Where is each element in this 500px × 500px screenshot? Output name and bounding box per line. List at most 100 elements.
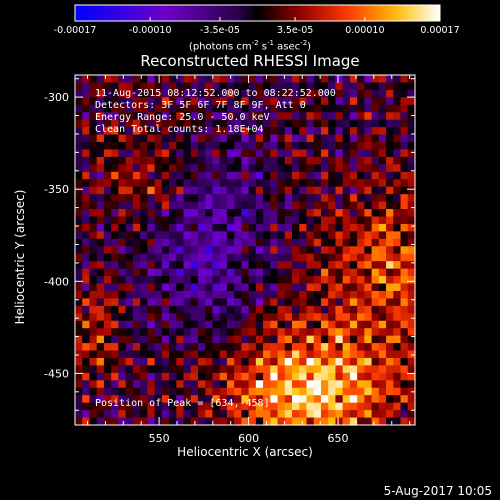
heatmap-cell [393, 156, 402, 165]
heatmap-cell [111, 335, 119, 344]
heatmap-cell [371, 223, 380, 232]
heatmap-cell [75, 276, 83, 285]
heatmap-cell [277, 253, 286, 262]
heatmap-cell [320, 268, 329, 277]
heatmap-cell [342, 179, 351, 188]
heatmap-cell [263, 142, 271, 151]
heatmap-cell [125, 328, 134, 337]
heatmap-cell [407, 112, 416, 121]
heatmap-cell [263, 365, 271, 374]
heatmap-cell [82, 276, 91, 285]
heatmap-cell [306, 380, 315, 389]
heatmap-cell [255, 119, 264, 128]
heatmap-cell [125, 194, 134, 203]
heatmap-cell [132, 186, 141, 195]
heatmap-cell [364, 127, 373, 136]
heatmap-cell [132, 395, 141, 404]
heatmap-cell [320, 298, 329, 307]
heatmap-cell [219, 350, 228, 359]
heatmap-cell [299, 395, 308, 404]
heatmap-cell [241, 164, 250, 173]
heatmap-cell [132, 231, 141, 240]
heatmap-cell [335, 223, 344, 232]
heatmap-cell [82, 313, 91, 322]
heatmap-cell [364, 156, 373, 165]
heatmap-cell [270, 97, 279, 106]
heatmap-cell [277, 283, 286, 292]
heatmap-cell [132, 380, 141, 389]
heatmap-cell [407, 298, 416, 307]
heatmap-cell [82, 298, 91, 307]
heatmap-cell [125, 402, 134, 411]
heatmap-cell [335, 104, 344, 113]
heatmap-cell [161, 134, 170, 143]
heatmap-cell [197, 201, 206, 210]
heatmap-cell [255, 343, 264, 352]
heatmap-cell [342, 142, 351, 151]
heatmap-cell [176, 127, 185, 136]
heatmap-cell [176, 134, 185, 143]
heatmap-cell [292, 283, 300, 292]
heatmap-cell [212, 89, 221, 98]
heatmap-cell [248, 380, 257, 389]
heatmap-cell [320, 112, 329, 121]
heatmap-cell [154, 305, 163, 314]
heatmap-cell [378, 149, 387, 158]
heatmap-cell [277, 82, 286, 91]
heatmap-cell [96, 298, 105, 307]
heatmap-cell [292, 365, 300, 374]
heatmap-cell [349, 156, 358, 165]
heatmap-cell [190, 410, 199, 419]
heatmap-cell [407, 127, 416, 136]
heatmap-cell [255, 246, 264, 255]
heatmap-cell [371, 328, 380, 337]
heatmap-cell [103, 350, 112, 359]
heatmap-cell [313, 268, 322, 277]
heatmap-cell [219, 402, 228, 411]
heatmap-cell [161, 75, 170, 84]
heatmap-cell [154, 268, 163, 277]
heatmap-cell [248, 253, 257, 262]
heatmap-cell [161, 231, 170, 240]
heatmap-cell [328, 209, 337, 218]
heatmap-cell [169, 89, 177, 98]
heatmap-cell [161, 350, 170, 359]
heatmap-cell [255, 268, 264, 277]
heatmap-cell [270, 365, 279, 374]
heatmap-cell [234, 313, 242, 322]
heatmap-cell [82, 253, 91, 262]
heatmap-cell [183, 380, 192, 389]
heatmap-cell [328, 357, 337, 367]
heatmap-cell [299, 223, 308, 232]
heatmap-cell [169, 410, 177, 419]
heatmap-cell [349, 365, 358, 374]
heatmap-cell [169, 201, 177, 210]
footer-date: 5-Aug-2017 10:05 [383, 484, 492, 498]
heatmap-cell [212, 395, 221, 404]
heatmap-cell [132, 238, 141, 247]
heatmap-cell [241, 365, 250, 374]
heatmap-cell [176, 417, 185, 426]
heatmap-cell [169, 320, 177, 329]
heatmap-cell [299, 89, 308, 98]
y-tick-label: -300 [44, 91, 69, 104]
heatmap-cell [407, 89, 416, 98]
heatmap-cell [241, 328, 250, 337]
heatmap-cell [357, 402, 365, 411]
heatmap-cell [147, 171, 156, 180]
heatmap-cell [349, 119, 358, 128]
heatmap-cell [328, 156, 337, 165]
heatmap-cell [161, 246, 170, 255]
heatmap-cell [205, 97, 214, 106]
colorbar-tick-label: 0.00010 [345, 25, 384, 36]
heatmap-cell [328, 89, 337, 98]
heatmap-cell [125, 231, 134, 240]
heatmap-cell [176, 89, 185, 98]
heatmap-cell [169, 171, 177, 180]
heatmap-cell [154, 194, 163, 203]
heatmap-cell [342, 328, 351, 337]
heatmap-cell [407, 119, 416, 128]
heatmap-cell [212, 209, 221, 218]
heatmap-cell [335, 179, 344, 188]
heatmap-cell [205, 112, 214, 121]
